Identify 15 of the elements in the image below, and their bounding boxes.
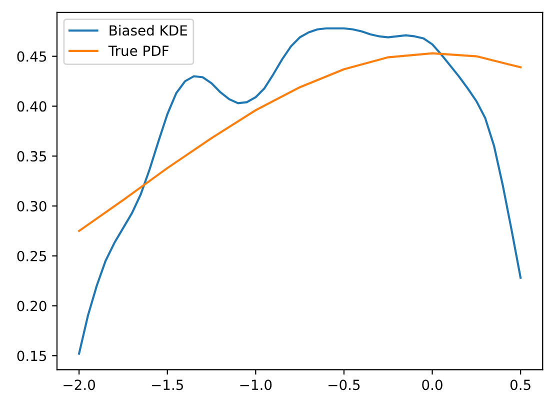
y-tick-label: 0.25: [17, 250, 46, 262]
legend-label: True PDF: [108, 46, 169, 56]
x-tick-label: −1.5: [152, 380, 184, 390]
legend-label: Biased KDE: [110, 24, 187, 36]
y-tick-label: 0.20: [17, 300, 46, 312]
x-tick-label: −1.0: [240, 380, 272, 390]
y-tick-label: 0.15: [17, 350, 46, 362]
y-tick-label: 0.40: [17, 101, 46, 112]
x-tick-label: 0.5: [510, 380, 530, 390]
x-tick-label: −2.0: [64, 380, 96, 390]
y-tick-label: 0.45: [17, 51, 46, 62]
y-tick-label: 0.35: [17, 151, 46, 162]
x-tick-label: 0.0: [422, 380, 442, 390]
y-tick-label: 0.30: [17, 200, 46, 212]
x-tick-label: −0.5: [328, 380, 360, 390]
